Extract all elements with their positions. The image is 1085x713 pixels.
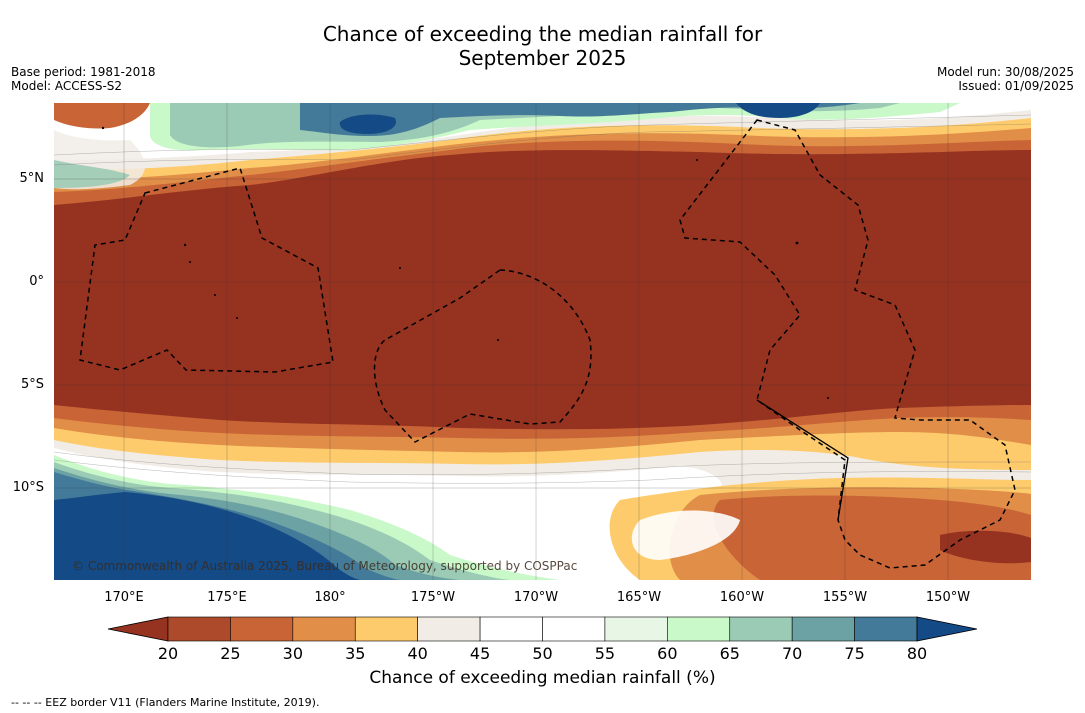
colorbar-tick-40: 40 bbox=[407, 644, 428, 663]
eez-borders bbox=[79, 119, 1016, 569]
lon-label-165w: 165°W bbox=[616, 590, 662, 605]
colorbar-segment-30-35 bbox=[292, 616, 356, 642]
south-east-white-patch bbox=[631, 510, 740, 560]
colorbar-tick-30: 30 bbox=[282, 644, 303, 663]
colorbar-tick-60: 60 bbox=[657, 644, 678, 663]
south-west-extreme-wet-edge bbox=[54, 535, 130, 580]
north-band-very-wet bbox=[300, 103, 860, 136]
colorbar-segment-60-65 bbox=[667, 616, 731, 642]
colorbar-under-arrow bbox=[107, 616, 169, 642]
island-7 bbox=[827, 397, 829, 399]
colorbar-segment-40-45 bbox=[417, 616, 481, 642]
colorbar-tick-35: 35 bbox=[345, 644, 366, 663]
eez-boundary-segment bbox=[756, 399, 849, 521]
contour-south-1 bbox=[54, 451, 1031, 475]
eez-kiribati-gilberts bbox=[79, 167, 334, 373]
south-east-mod-dry-zone bbox=[713, 495, 1031, 580]
meta-right: Model run: 30/08/2025 Issued: 01/09/2025 bbox=[937, 65, 1074, 93]
title-line-1: Chance of exceeding the median rainfall … bbox=[322, 22, 763, 46]
island-9 bbox=[399, 267, 401, 269]
lat-label-5n: 5°N bbox=[19, 171, 45, 186]
island-5 bbox=[497, 339, 499, 341]
colorbar-segment-20-25 bbox=[167, 616, 231, 642]
eez-footnote: -- -- -- EEZ border V11 (Flanders Marine… bbox=[11, 696, 320, 709]
colorbar-tick-50: 50 bbox=[532, 644, 553, 663]
colorbar-over-arrow bbox=[916, 616, 978, 642]
lat-label-5s: 5°S bbox=[20, 377, 44, 392]
island-1 bbox=[183, 243, 187, 247]
colorbar-segment-70-75 bbox=[791, 616, 855, 642]
title-line-2: September 2025 bbox=[458, 46, 627, 70]
island-4 bbox=[236, 317, 238, 319]
lon-label-170e: 170°E bbox=[104, 590, 144, 605]
north-extreme-wet-patch-2 bbox=[339, 114, 396, 134]
islands bbox=[101, 126, 829, 399]
model-name: Model: ACCESS-S2 bbox=[11, 79, 123, 93]
contour-north-2 bbox=[54, 123, 1031, 166]
colorbar-segment-25-30 bbox=[230, 616, 294, 642]
contour-lines bbox=[54, 114, 1031, 484]
lon-label-180: 180° bbox=[314, 590, 346, 605]
issued-date: Issued: 01/09/2025 bbox=[958, 79, 1074, 93]
colorbar-tick-55: 55 bbox=[594, 644, 616, 663]
colorbar-tick-65: 65 bbox=[719, 644, 740, 663]
gridlines bbox=[54, 103, 1031, 580]
north-extreme-wet-patch-1 bbox=[736, 103, 820, 118]
island-3 bbox=[214, 294, 216, 296]
colorbar-label: Chance of exceeding median rainfall (%) bbox=[369, 668, 716, 688]
lat-label-10s: 10°S bbox=[12, 480, 44, 495]
lon-label-170w: 170°W bbox=[513, 590, 559, 605]
contour-south-2 bbox=[54, 459, 1031, 484]
colorbar-tick-75: 75 bbox=[844, 644, 865, 663]
model-run: Model run: 30/08/2025 bbox=[936, 65, 1074, 79]
contour-north-1 bbox=[54, 114, 1031, 156]
eez-kiribati-phoenix bbox=[373, 269, 592, 443]
northwest-patch-mod-dry bbox=[54, 103, 150, 129]
lon-label-175e: 175°E bbox=[207, 590, 247, 605]
colorbar-segment-75-80 bbox=[854, 616, 918, 642]
map-title: Chance of exceeding the median rainfall … bbox=[0, 22, 1085, 70]
colorbar bbox=[107, 616, 978, 642]
lon-label-150w: 150°W bbox=[925, 590, 971, 605]
meta-left: Base period: 1981-2018 Model: ACCESS-S2 bbox=[11, 65, 156, 93]
colorbar-segment-45-50 bbox=[479, 616, 543, 642]
colorbar-tick-70: 70 bbox=[781, 644, 803, 663]
lon-label-175w: 175°W bbox=[410, 590, 456, 605]
lon-label-155w: 155°W bbox=[822, 590, 868, 605]
northwest-patch-wet bbox=[54, 160, 130, 188]
colorbar-tick-45: 45 bbox=[469, 644, 491, 663]
south-band-extreme-wet bbox=[54, 492, 360, 580]
copyright-notice: © Commonwealth of Australia 2025, Bureau… bbox=[72, 559, 578, 573]
island-10 bbox=[101, 126, 105, 130]
colorbar-segment-65-70 bbox=[729, 616, 793, 642]
colorbar-tick-80: 80 bbox=[906, 644, 928, 663]
colorbar-tick-20: 20 bbox=[157, 644, 179, 663]
lat-label-0: 0° bbox=[29, 274, 44, 289]
lon-label-160w: 160°W bbox=[719, 590, 765, 605]
island-2 bbox=[189, 261, 191, 263]
base-period: Base period: 1981-2018 bbox=[11, 65, 156, 79]
island-6 bbox=[795, 241, 799, 245]
south-east-very-dry-patch bbox=[940, 530, 1031, 564]
rainfall-map bbox=[54, 103, 1031, 580]
colorbar-segment-35-40 bbox=[354, 616, 418, 642]
eez-kiribati-line bbox=[679, 119, 1016, 569]
colorbar-segment-55-60 bbox=[604, 616, 668, 642]
colorbar-tick-25: 25 bbox=[220, 644, 241, 663]
island-8 bbox=[696, 159, 698, 161]
colorbar-segment-50-55 bbox=[542, 616, 606, 642]
